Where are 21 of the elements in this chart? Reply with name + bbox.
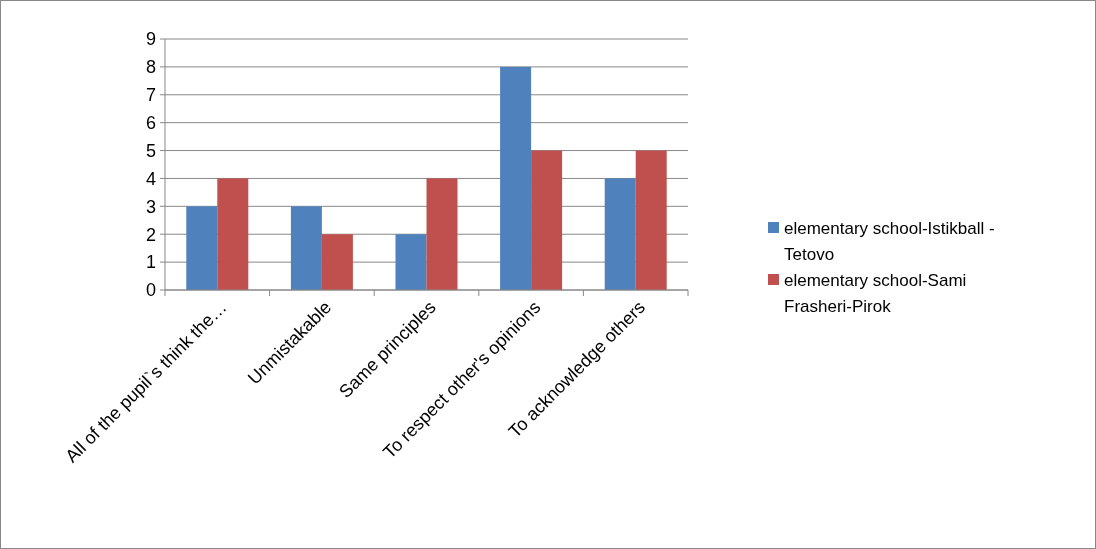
- y-tick-label: 3: [145, 196, 156, 217]
- bar: [426, 178, 458, 290]
- bar: [531, 150, 563, 290]
- y-tick-label: 5: [145, 140, 156, 161]
- bar: [186, 206, 218, 290]
- y-tick-label: 1: [145, 252, 156, 273]
- y-tick-label: 0: [145, 280, 156, 301]
- y-tick-label: 2: [145, 224, 156, 245]
- bar: [635, 150, 667, 290]
- y-tick-label: 8: [145, 57, 156, 78]
- y-tick-label: 6: [145, 112, 156, 133]
- bar: [321, 234, 353, 290]
- bar: [395, 234, 427, 290]
- y-tick-label: 7: [145, 85, 156, 106]
- legend-label: elementary school-Sami Frasheri-Pirok: [784, 270, 967, 316]
- bar: [290, 206, 322, 290]
- bar: [500, 66, 532, 290]
- y-tick-label: 9: [145, 29, 156, 50]
- bar: [217, 178, 249, 290]
- y-tick-label: 4: [145, 168, 156, 189]
- bar: [604, 178, 636, 290]
